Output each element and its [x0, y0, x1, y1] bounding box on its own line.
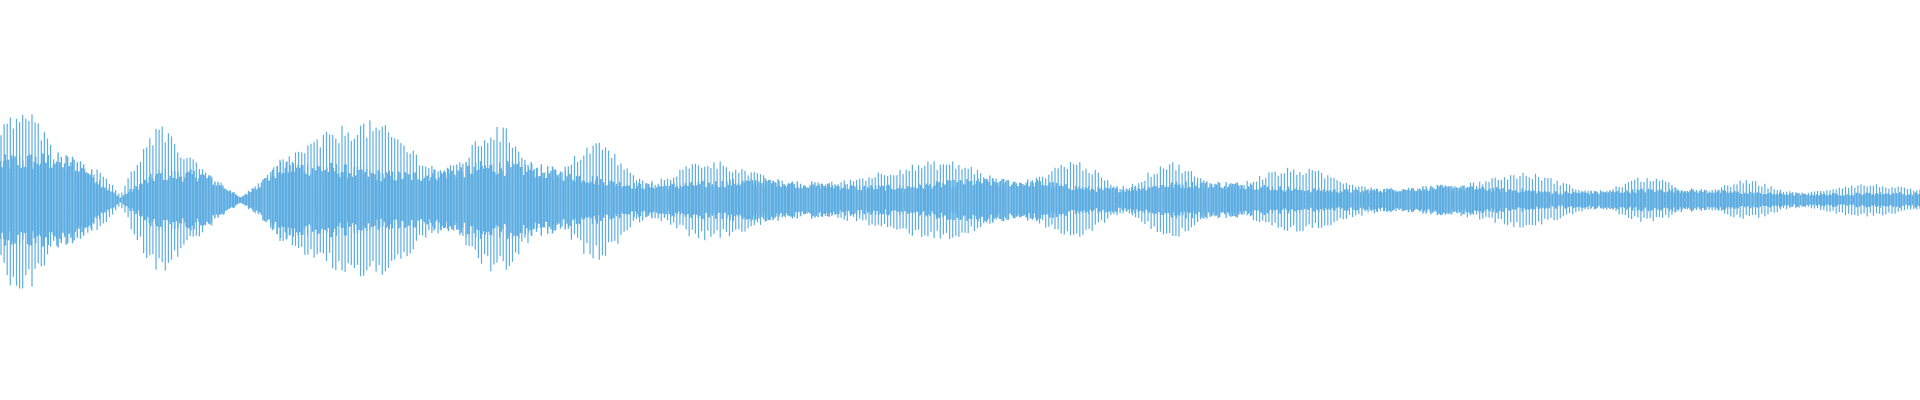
waveform-spikes — [0, 114, 1920, 289]
